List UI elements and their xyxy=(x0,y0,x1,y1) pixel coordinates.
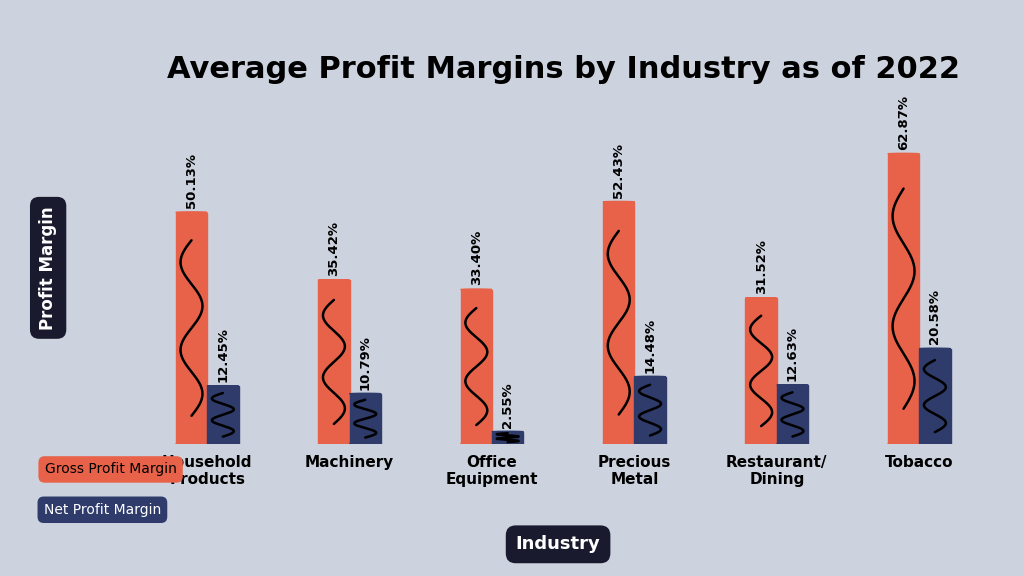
Title: Average Profit Margins by Industry as of 2022: Average Profit Margins by Industry as of… xyxy=(167,55,959,85)
Text: 62.87%: 62.87% xyxy=(897,94,910,150)
Text: 10.79%: 10.79% xyxy=(358,335,372,389)
Bar xyxy=(349,394,381,444)
Bar xyxy=(603,202,635,444)
Text: 2.55%: 2.55% xyxy=(501,382,514,427)
Text: 12.45%: 12.45% xyxy=(216,327,229,382)
Text: 35.42%: 35.42% xyxy=(328,221,340,276)
Bar xyxy=(461,290,492,444)
Text: 50.13%: 50.13% xyxy=(185,153,198,209)
Bar xyxy=(745,298,777,444)
Text: 31.52%: 31.52% xyxy=(755,239,768,294)
Text: Gross Profit Margin: Gross Profit Margin xyxy=(45,463,176,476)
Text: Profit Margin: Profit Margin xyxy=(39,206,57,329)
Bar xyxy=(176,213,207,444)
Bar xyxy=(920,348,950,444)
Text: 14.48%: 14.48% xyxy=(643,317,656,373)
Bar xyxy=(777,385,808,444)
Text: 52.43%: 52.43% xyxy=(612,143,626,198)
Text: Net Profit Margin: Net Profit Margin xyxy=(44,503,161,517)
Bar xyxy=(318,281,349,444)
Text: 20.58%: 20.58% xyxy=(929,290,941,344)
Bar xyxy=(635,377,666,444)
Text: Industry: Industry xyxy=(516,535,600,554)
Bar xyxy=(207,386,239,444)
Bar xyxy=(888,154,920,444)
Text: 12.63%: 12.63% xyxy=(786,326,799,381)
Text: 33.40%: 33.40% xyxy=(470,230,483,286)
Bar xyxy=(492,432,523,444)
